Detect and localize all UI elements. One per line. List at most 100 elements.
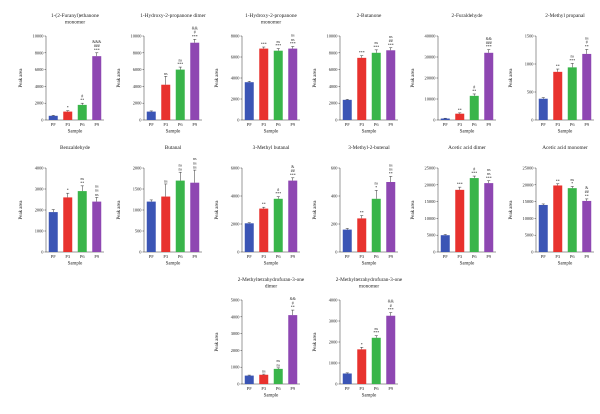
y-tick-label: 10000 bbox=[425, 216, 437, 221]
panel-title: 2-Butanone bbox=[357, 13, 382, 19]
significance-marker: ## bbox=[291, 169, 295, 173]
significance-marker: *** bbox=[486, 176, 492, 180]
x-tick-label: P9 bbox=[192, 122, 197, 127]
significance-marker: ns bbox=[375, 41, 379, 45]
y-tick-label: 15000 bbox=[425, 199, 437, 204]
y-axis-label: Peak area bbox=[117, 200, 122, 220]
y-tick-label: 0 bbox=[237, 118, 240, 123]
bar-p3 bbox=[161, 84, 171, 120]
bar-p9 bbox=[386, 182, 396, 252]
significance-marker: *** bbox=[373, 331, 379, 335]
bar-pf bbox=[342, 373, 352, 384]
significance-marker: *** bbox=[569, 59, 575, 63]
x-axis-label: Sample bbox=[460, 262, 475, 267]
panel-title: monomer bbox=[261, 20, 282, 26]
x-tick-label: P9 bbox=[388, 122, 393, 127]
bar-p3 bbox=[63, 197, 73, 252]
x-tick-label: P9 bbox=[290, 386, 295, 391]
bar-p3 bbox=[357, 218, 367, 252]
y-tick-label: 10000 bbox=[425, 97, 437, 102]
x-axis-label: Sample bbox=[362, 394, 377, 399]
x-tick-label: P9 bbox=[290, 254, 295, 259]
panel-title: Acetic acid monomer bbox=[542, 145, 588, 151]
significance-marker: &&& bbox=[92, 40, 101, 44]
bar-pf bbox=[146, 201, 156, 252]
significance-marker: & bbox=[585, 186, 588, 190]
chart-panel: 2-Methyl propanal 0 500 1000 1500 Peak area PF… bbox=[509, 13, 594, 135]
x-tick-label: P3 bbox=[555, 254, 560, 259]
x-tick-label: P6 bbox=[472, 122, 477, 127]
y-tick-label: 0 bbox=[531, 250, 534, 255]
bar-p6 bbox=[371, 337, 381, 384]
y-tick-label: 2000 bbox=[35, 208, 45, 213]
chart-panel: 3-Methyl butanal 0 2000 4000 6000 Peak area PF… bbox=[215, 145, 300, 267]
y-tick-label: 600 bbox=[331, 166, 338, 171]
y-tick-label: 40000 bbox=[425, 34, 437, 39]
significance-marker: # bbox=[277, 188, 279, 192]
significance-marker: * bbox=[571, 182, 573, 186]
significance-marker: # bbox=[81, 95, 83, 99]
x-tick-label: P6 bbox=[178, 122, 183, 127]
significance-marker: ns bbox=[389, 35, 393, 39]
y-tick-label: 4000 bbox=[329, 84, 339, 89]
significance-marker: ** bbox=[291, 306, 295, 310]
bar-p3 bbox=[259, 208, 269, 252]
y-tick-label: 500 bbox=[527, 90, 534, 95]
y-axis-label: Peak area bbox=[509, 68, 514, 88]
y-tick-label: 20000 bbox=[425, 182, 437, 187]
x-tick-label: PF bbox=[541, 122, 546, 127]
x-axis-label: Sample bbox=[362, 130, 377, 135]
bar-pf bbox=[440, 235, 450, 252]
significance-marker: ns bbox=[375, 182, 379, 186]
y-tick-label: 30000 bbox=[425, 55, 437, 60]
x-tick-label: P3 bbox=[65, 122, 70, 127]
significance-marker: ** bbox=[556, 179, 560, 183]
x-tick-label: PF bbox=[247, 254, 252, 259]
bar-p6 bbox=[469, 178, 479, 252]
y-tick-label: 200 bbox=[331, 222, 338, 227]
chart-panel: Benzaldehyde 0 1000 2000 3000 4000 Peak area PF… bbox=[19, 145, 104, 267]
x-tick-label: P3 bbox=[457, 122, 462, 127]
x-tick-label: P6 bbox=[374, 122, 379, 127]
significance-marker: *** bbox=[373, 45, 379, 49]
y-tick-label: 2000 bbox=[231, 348, 241, 353]
y-tick-label: 6000 bbox=[231, 55, 241, 60]
bar-p6 bbox=[77, 104, 87, 120]
y-tick-label: 0 bbox=[41, 118, 44, 123]
bar-pf bbox=[244, 223, 254, 252]
bar-p6 bbox=[371, 198, 381, 252]
x-tick-label: PF bbox=[345, 254, 350, 259]
significance-marker: ns bbox=[164, 72, 168, 76]
panel-title: Acetic acid dimer bbox=[448, 145, 486, 151]
bar-p3 bbox=[161, 196, 171, 252]
bar-pf bbox=[342, 229, 352, 252]
y-tick-label: 0 bbox=[41, 250, 44, 255]
y-tick-label: 5000 bbox=[231, 298, 241, 303]
x-tick-label: P3 bbox=[457, 254, 462, 259]
y-axis-label: Peak area bbox=[411, 68, 416, 88]
y-tick-label: 4000 bbox=[35, 166, 45, 171]
significance-marker: ** bbox=[556, 65, 560, 69]
significance-marker: # bbox=[292, 301, 294, 305]
panel-title: 1-(2-Furanyl)ethanone bbox=[51, 12, 100, 19]
significance-marker: ns bbox=[193, 157, 197, 161]
significance-marker: *** bbox=[471, 172, 477, 176]
x-tick-label: P6 bbox=[276, 386, 281, 391]
y-tick-label: 0 bbox=[531, 118, 534, 123]
y-tick-label: 6000 bbox=[231, 166, 241, 171]
y-tick-label: 1000 bbox=[133, 208, 143, 213]
x-axis-label: Sample bbox=[460, 130, 475, 135]
significance-marker: ns bbox=[389, 164, 393, 168]
significance-marker: ns bbox=[291, 34, 295, 38]
bar-p9 bbox=[484, 52, 494, 120]
y-tick-label: 1000 bbox=[329, 361, 339, 366]
bar-p3 bbox=[259, 48, 269, 120]
panel-title: Benzaldehyde bbox=[60, 145, 91, 151]
bar-p9 bbox=[190, 182, 200, 252]
x-tick-label: P3 bbox=[65, 254, 70, 259]
y-axis-label: Peak area bbox=[313, 332, 318, 352]
y-tick-label: 4000 bbox=[133, 84, 143, 89]
bar-pf bbox=[146, 111, 156, 120]
significance-marker: *** bbox=[261, 43, 267, 47]
